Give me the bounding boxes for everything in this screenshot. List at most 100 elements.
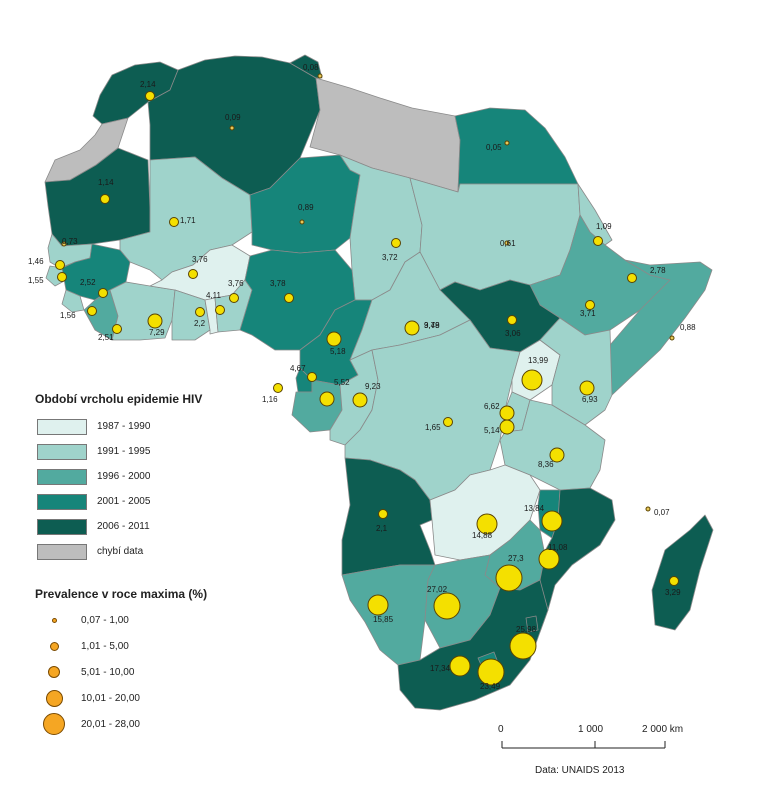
- legend-bubble: [43, 713, 65, 735]
- prevalence-bubble: [112, 324, 122, 334]
- legend-swatch: [37, 543, 87, 560]
- country-namibia: [341, 564, 436, 666]
- prevalence-value-label: 14,88: [472, 531, 493, 540]
- prevalence-value-label: 9,49: [424, 321, 440, 330]
- prevalence-value-label: 3,71: [580, 309, 596, 318]
- prevalence-value-label: 2,51: [98, 333, 114, 342]
- legend-prevalence-item: 10,01 - 20,00: [37, 687, 187, 709]
- prevalence-bubble: [477, 658, 505, 686]
- prevalence-value-label: 2,14: [140, 80, 156, 89]
- legend-period-item: 1991 - 1995: [37, 442, 150, 461]
- prevalence-bubble: [476, 513, 498, 535]
- prevalence-bubble: [307, 372, 317, 382]
- prevalence-value-label: 27,3: [508, 554, 524, 563]
- legend-period-item: chybí data: [37, 542, 143, 561]
- prevalence-bubble: [627, 273, 637, 283]
- prevalence-value-label: 1,09: [596, 222, 612, 231]
- prevalence-value-label: 1,14: [98, 178, 114, 187]
- country-tunisia: [289, 54, 323, 79]
- prevalence-bubble: [499, 405, 515, 421]
- legend-period-item: 2006 - 2011: [37, 517, 150, 536]
- prevalence-value-label: 17,34: [430, 664, 451, 673]
- legend-prevalence-label: 1,01 - 5,00: [81, 640, 129, 652]
- prevalence-bubble: [326, 331, 342, 347]
- prevalence-bubble: [669, 335, 675, 341]
- country-somalia: [604, 259, 713, 396]
- legend-prevalence-label: 10,01 - 20,00: [81, 692, 140, 704]
- prevalence-value-label: 6,93: [582, 395, 598, 404]
- prevalence-bubble: [57, 272, 67, 282]
- legend-period-item: 2001 - 2005: [37, 492, 150, 511]
- legend-period-label: 1987 - 1990: [97, 421, 151, 432]
- legend-swatch: [37, 493, 87, 510]
- country-sierra-leone: [61, 289, 85, 313]
- legend-bubble: [51, 617, 57, 623]
- country-zambia: [429, 464, 541, 561]
- prevalence-bubble: [391, 238, 401, 248]
- prevalence-value-label: 5,14: [484, 426, 500, 435]
- prevalence-value-label: 13,99: [528, 356, 549, 365]
- prevalence-bubble: [229, 125, 235, 131]
- country-swaziland: [525, 615, 539, 633]
- legend-prevalence-title: Prevalence v roce maxima (%): [35, 587, 208, 601]
- country-kenya: [539, 317, 613, 426]
- prevalence-value-label: 7,29: [149, 328, 165, 337]
- country-layer: [44, 54, 714, 711]
- prevalence-value-label: 0,09: [225, 113, 241, 122]
- legend-period-label: 1996 - 2000: [97, 471, 151, 482]
- prevalence-bubble: [585, 300, 595, 310]
- prevalence-value-label: 1,65: [425, 423, 441, 432]
- country-egypt: [454, 107, 579, 193]
- prevalence-bubble: [504, 240, 510, 246]
- prevalence-bubble: [188, 269, 198, 279]
- prevalence-value-label: 3,76: [192, 255, 208, 264]
- prevalence-value-label: 9,23: [365, 382, 381, 391]
- legend-swatch: [37, 518, 87, 535]
- scale-label-1000: 1 000: [578, 724, 604, 735]
- prevalence-value-label: 23,49: [480, 682, 501, 691]
- prevalence-value-label: 0,07: [654, 508, 670, 517]
- prevalence-value-label: 25,98: [516, 625, 537, 634]
- prevalence-value-label: 1,56: [60, 311, 76, 320]
- prevalence-value-label: 3,72: [382, 253, 398, 262]
- prevalence-value-label: 1,46: [28, 257, 44, 266]
- legend-prevalence-item: 0,07 - 1,00: [37, 609, 187, 631]
- prevalence-value-label: 0,61: [500, 239, 516, 248]
- prevalence-bubble: [195, 307, 205, 317]
- legend-swatch: [37, 468, 87, 485]
- prevalence-bubble: [579, 380, 595, 396]
- legend-bubble: [45, 689, 63, 707]
- legend-swatch: [37, 418, 87, 435]
- prevalence-bubble: [504, 140, 510, 146]
- prevalence-value-label: 6,62: [484, 402, 500, 411]
- prevalence-bubble: [495, 564, 523, 592]
- country-sudan: [409, 177, 581, 291]
- prevalence-bubble: [61, 241, 67, 247]
- prevalence-value-label: 4,11: [206, 291, 222, 300]
- prevalence-value-label: 0,89: [298, 203, 314, 212]
- prevalence-value-label: 15,85: [373, 615, 394, 624]
- legend-period-label: 1991 - 1995: [97, 446, 151, 457]
- prevalence-bubble: [352, 392, 368, 408]
- prevalence-bubble: [499, 419, 515, 435]
- prevalence-value-label: 3,29: [665, 588, 681, 597]
- prevalence-bubble: [378, 509, 388, 519]
- prevalence-value-label: 0,88: [680, 323, 696, 332]
- prevalence-bubble: [509, 632, 537, 660]
- scale-bar: [501, 741, 666, 749]
- prevalence-value-label: 3,78: [270, 279, 286, 288]
- country-angola: [341, 457, 436, 576]
- legend-prevalence-item: 1,01 - 5,00: [37, 635, 187, 657]
- prevalence-value-label: 2,2: [194, 319, 206, 328]
- legend-period-item: 1987 - 1990: [37, 417, 150, 436]
- legend-swatch: [37, 443, 87, 460]
- prevalence-bubble: [538, 548, 560, 570]
- legend-bubble: [48, 666, 60, 678]
- legend-prevalence-item: 5,01 - 10,00: [37, 661, 187, 683]
- prevalence-bubble: [443, 417, 453, 427]
- prevalence-bubble: [284, 293, 294, 303]
- prevalence-value-label: 3,76: [228, 279, 244, 288]
- legend-bubble: [49, 641, 59, 651]
- prevalence-value-label: 1,55: [28, 276, 44, 285]
